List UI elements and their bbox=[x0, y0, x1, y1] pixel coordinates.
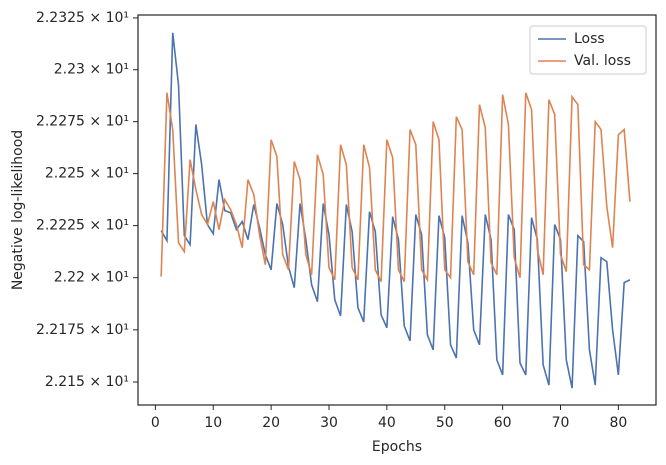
x-tick-label: 30 bbox=[320, 415, 338, 431]
y-tick-label: 2.23 × 10¹ bbox=[54, 62, 129, 78]
y-tick-label: 2.2275 × 10¹ bbox=[36, 114, 129, 130]
legend-label: Val. loss bbox=[574, 53, 631, 69]
x-tick-label: 80 bbox=[609, 415, 627, 431]
plot-frame bbox=[137, 14, 657, 406]
line bbox=[160, 92, 631, 283]
x-tick-label: 10 bbox=[204, 415, 222, 431]
x-axis-label: Epochs bbox=[372, 439, 422, 455]
y-tick-label: 2.2225 × 10¹ bbox=[36, 218, 129, 234]
x-tick-label: 40 bbox=[378, 415, 396, 431]
x-tick-label: 50 bbox=[436, 415, 454, 431]
y-tick-label: 2.2175 × 10¹ bbox=[36, 322, 129, 338]
x-tick-label: 20 bbox=[262, 415, 280, 431]
y-tick-label: 2.2325 × 10¹ bbox=[36, 10, 129, 26]
x-tick-label: 60 bbox=[494, 415, 512, 431]
x-tick-label: 70 bbox=[552, 415, 570, 431]
legend-box bbox=[529, 25, 647, 75]
y-axis-label: Negative log-likelihood bbox=[10, 130, 26, 290]
x-tick-label: 0 bbox=[151, 415, 160, 431]
y-tick-label: 2.22 × 10¹ bbox=[54, 270, 129, 286]
y-tick-label: 2.225 × 10¹ bbox=[45, 166, 129, 182]
y-tick-label: 2.215 × 10¹ bbox=[45, 374, 129, 390]
legend-label: Loss bbox=[574, 31, 605, 47]
